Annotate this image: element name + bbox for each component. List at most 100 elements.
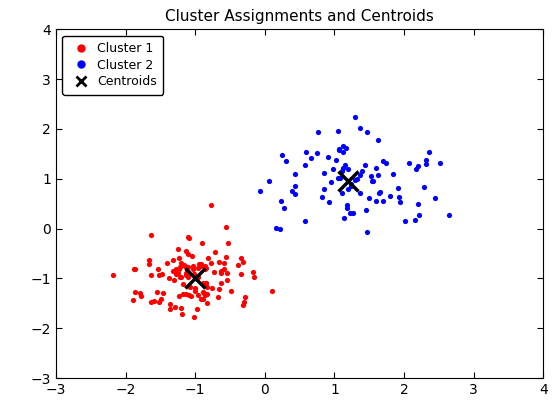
Point [334,175,343,181]
Point [221,223,230,230]
Point [181,272,190,279]
Point [378,198,387,205]
Point [323,154,332,161]
Point [338,149,347,156]
Point [414,163,423,169]
Point [200,263,209,270]
Point [347,181,356,187]
Point [343,205,352,212]
Point [197,240,206,247]
Point [220,265,228,272]
Point [156,295,165,302]
Point [181,269,190,276]
Point [424,149,433,156]
Point [190,271,199,278]
Point [186,284,195,291]
Point [307,155,316,161]
Point [170,276,179,283]
Point [183,234,192,240]
Title: Cluster Assignments and Centroids: Cluster Assignments and Centroids [165,9,434,24]
Point [367,173,376,180]
Point [405,160,414,167]
Point [203,255,212,261]
Point [278,152,287,158]
Point [194,274,203,281]
Point [201,292,210,299]
Point [333,128,342,134]
Point [239,302,248,308]
Point [264,178,273,184]
Point [172,270,181,277]
Point [335,147,344,153]
Point [220,260,229,266]
Point [361,162,370,168]
Point [206,260,215,267]
Point [196,260,205,267]
Point [152,289,161,295]
Point [200,290,209,297]
Point [290,171,299,177]
Point [337,168,346,174]
Point [172,265,181,272]
Point [346,210,354,216]
Point [431,195,440,202]
Point [412,165,421,172]
Point [318,194,327,201]
Point [217,270,226,276]
Point [349,209,358,216]
Point [211,249,220,255]
Point [222,276,231,283]
Point [166,306,175,312]
Point [319,170,328,176]
Point [200,281,209,288]
Point [145,261,154,268]
Point [181,291,190,297]
Point [393,185,402,192]
Point [180,262,189,269]
Point [176,263,185,270]
Point [291,183,300,190]
Point [351,113,360,120]
Point [400,218,409,224]
Point [193,292,202,299]
Point [301,162,310,169]
Point [176,274,185,281]
Point [130,289,139,296]
Point [131,266,140,273]
Point [351,177,360,184]
Point [190,271,199,278]
Point [332,157,340,164]
Point [176,260,185,266]
Point [214,259,223,265]
Point [314,129,323,135]
Point [233,262,242,268]
Point [237,255,246,261]
Point [326,179,335,186]
Point [146,272,155,278]
Point [199,289,208,295]
Point [175,293,184,299]
Point [356,171,365,178]
Point [186,292,195,299]
Point [176,304,185,311]
Point [210,268,219,275]
Point [421,160,430,167]
Point [202,291,211,298]
Point [282,158,291,165]
Point [226,288,235,294]
Point [202,265,211,271]
Point [197,262,206,269]
Point [194,260,203,267]
Point [201,280,210,287]
Point [240,299,249,305]
Point [189,266,198,273]
Point [190,288,199,294]
Point [339,164,348,171]
Point [335,146,344,152]
Point [174,265,183,272]
Point [144,257,153,263]
Point [193,305,202,312]
Point [183,264,192,270]
Point [342,145,351,152]
Point [373,172,382,178]
